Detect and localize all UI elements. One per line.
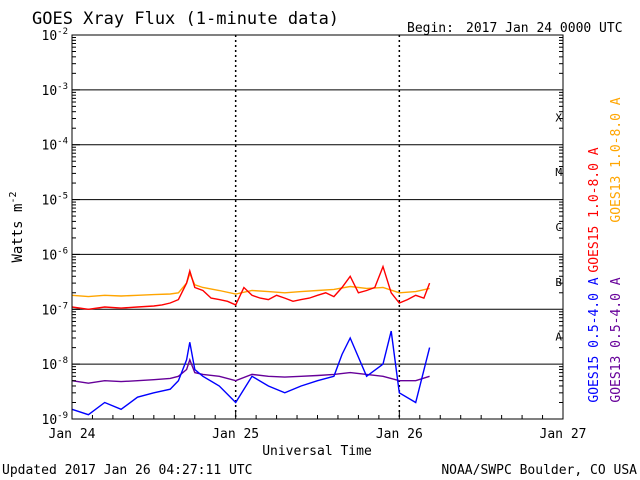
begin-label: Begin: [407, 21, 454, 36]
flare-class-A: A [555, 331, 562, 344]
y-tick-label-3: 10-5 [42, 192, 69, 209]
y-tick-label-1: 10-3 [42, 82, 69, 99]
series-line-2 [71, 330, 431, 416]
series-line-0 [71, 264, 431, 311]
footer-credit: NOAA/SWPC Boulder, CO USA [441, 463, 637, 478]
flare-class-X: X [555, 111, 562, 124]
flare-class-C: C [555, 221, 562, 234]
y-tick-label-5: 10-7 [42, 301, 69, 318]
y-tick-label-6: 10-8 [42, 356, 69, 373]
y-tick-label-2: 10-4 [42, 137, 69, 154]
series-line-3 [71, 357, 430, 384]
legend-goes15-short: GOES15 0.5-4.0 A [587, 277, 602, 402]
chart-title: GOES Xray Flux (1-minute data) [32, 9, 339, 29]
flare-class-B: B [555, 276, 562, 289]
series-layer [71, 264, 431, 416]
footer-updated: Updated 2017 Jan 26 04:27:11 UTC [2, 463, 252, 478]
y-tick-label-4: 10-6 [42, 246, 69, 263]
series-line-1 [71, 271, 430, 298]
x-tick-label-3: Jan 27 [540, 427, 587, 442]
grid-layer [72, 35, 563, 419]
x-tick-label-1: Jan 25 [212, 427, 259, 442]
y-axis-label: Watts m-2 [8, 191, 26, 262]
x-tick-label-0: Jan 24 [49, 427, 96, 442]
flare-class-M: M [555, 166, 562, 179]
begin-value: 2017 Jan 24 0000 UTC [466, 21, 623, 36]
y-tick-label-7: 10-9 [42, 411, 69, 428]
plot-frame [71, 34, 564, 420]
legend-goes15-long: GOES15 1.0-8.0 A [587, 147, 602, 272]
y-tick-label-0: 10-2 [42, 27, 69, 44]
legend-goes13-short: GOES13 0.5-4.0 A [609, 277, 624, 402]
legend-goes13-long: GOES13 1.0-8.0 A [609, 97, 624, 222]
x-axis-label: Universal Time [262, 444, 372, 459]
x-tick-label-2: Jan 26 [376, 427, 423, 442]
